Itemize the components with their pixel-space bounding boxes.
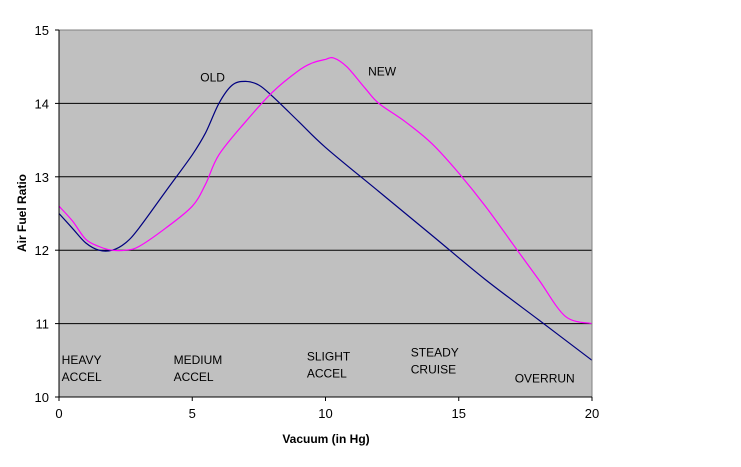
annotation-label: SLIGHT ACCEL [307, 349, 351, 380]
tick-labels: 10 11 12 13 14 15 0 5 10 15 20 [35, 23, 600, 421]
annotation-line: OLD [200, 70, 225, 84]
annotation-line: MEDIUM [174, 353, 223, 367]
annotation-label: NEW [368, 65, 397, 79]
x-tick-label: 20 [585, 406, 599, 421]
x-tick-label: 5 [189, 406, 196, 421]
series-line-new [58, 56, 593, 325]
y-tick-label: 11 [36, 317, 50, 332]
annotation-line: CRUISE [411, 363, 456, 377]
series-layer [58, 56, 593, 361]
y-tick-label: 13 [35, 170, 49, 185]
annotation-label: STEADY CRUISE [411, 346, 459, 377]
plot-background [59, 30, 592, 397]
annotation-line: STEADY [411, 346, 459, 360]
annotation-line: ACCEL [62, 370, 102, 384]
x-axis-title: Vacuum (in Hg) [282, 432, 369, 446]
annotation-line: HEAVY [62, 353, 102, 367]
y-axis-title: Air Fuel Ratio [15, 174, 29, 252]
annotation-label: HEAVY ACCEL [62, 353, 102, 384]
annotation-line: OVERRUN [515, 371, 575, 385]
annotation-label: OVERRUN [515, 371, 575, 385]
y-tick-label: 15 [35, 23, 49, 38]
annotation-line: SLIGHT [307, 349, 351, 363]
y-tick-label: 10 [35, 390, 49, 405]
axes [55, 29, 593, 401]
annotation-label: MEDIUM ACCEL [174, 353, 223, 384]
x-tick-label: 10 [318, 406, 332, 421]
annotation-line: ACCEL [307, 366, 347, 380]
y-tick-label: 14 [35, 96, 49, 111]
y-tick-label: 12 [35, 243, 49, 258]
annotations: HEAVY ACCEL MEDIUM ACCEL SLIGHT ACCEL STEADY CR… [62, 65, 575, 386]
x-tick-label: 0 [55, 406, 62, 421]
annotation-line: NEW [368, 65, 397, 79]
annotation-label: OLD [200, 70, 225, 84]
series-line-old [58, 80, 593, 361]
x-tick-label: 15 [452, 406, 466, 421]
annotation-line: ACCEL [174, 370, 214, 384]
